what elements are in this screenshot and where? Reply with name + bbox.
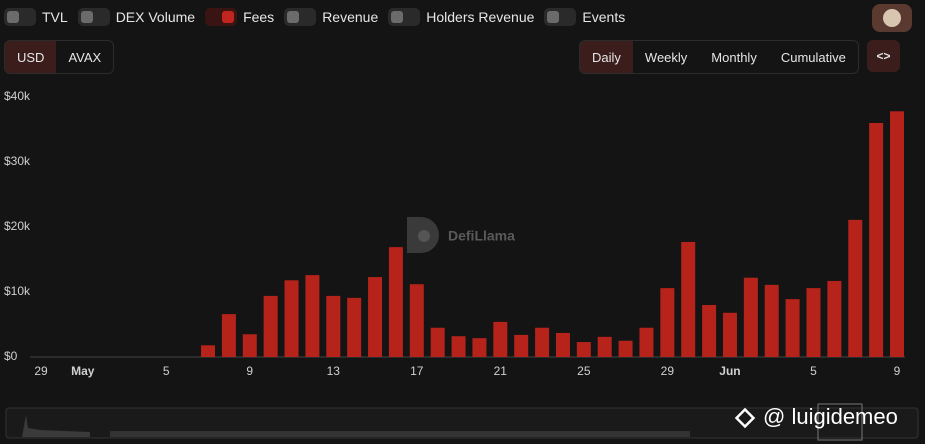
bar bbox=[284, 280, 299, 357]
slider-preview bbox=[8, 415, 90, 437]
y-tick-label: $0 bbox=[4, 349, 18, 363]
y-tick-label: $30k bbox=[4, 154, 31, 168]
bar bbox=[263, 295, 278, 357]
toggle-label: Fees bbox=[243, 9, 275, 25]
toggle-label: Holders Revenue bbox=[426, 9, 535, 25]
toggle-label: DEX Volume bbox=[115, 9, 196, 25]
toggle-bar: TVL DEX Volume Fees Revenue Holders Revenue E… bbox=[4, 8, 625, 26]
bar bbox=[368, 277, 383, 357]
bar bbox=[890, 111, 904, 357]
slider-preview bbox=[110, 431, 690, 437]
period-button[interactable]: Cumulative bbox=[780, 49, 846, 65]
bar bbox=[388, 247, 403, 357]
toggle-switch[interactable] bbox=[4, 8, 36, 26]
slider-handle[interactable] bbox=[817, 403, 863, 441]
bar bbox=[472, 338, 487, 357]
bar bbox=[347, 297, 362, 357]
x-tick-label: 17 bbox=[410, 364, 424, 378]
bar bbox=[639, 327, 654, 357]
x-tick-label: 13 bbox=[327, 364, 341, 378]
period-button[interactable]: Weekly bbox=[644, 49, 688, 65]
bar bbox=[618, 340, 633, 357]
bar bbox=[764, 284, 779, 357]
toggle[interactable]: Revenue bbox=[284, 8, 378, 26]
bar bbox=[535, 327, 550, 357]
bar bbox=[660, 288, 675, 357]
toggle[interactable]: Holders Revenue bbox=[388, 8, 534, 26]
toggle-switch[interactable] bbox=[284, 8, 317, 26]
x-tick-label: 9 bbox=[894, 364, 901, 378]
watermark-logo bbox=[407, 217, 439, 253]
x-tick-label: 29 bbox=[34, 364, 48, 378]
bar bbox=[827, 280, 842, 357]
y-tick-label: $20k bbox=[4, 219, 31, 233]
currency-button[interactable]: AVAX bbox=[68, 49, 102, 65]
bar bbox=[785, 299, 800, 357]
bar bbox=[681, 241, 696, 357]
toggle-switch[interactable] bbox=[205, 8, 238, 26]
embed-button[interactable]: <> bbox=[867, 40, 900, 72]
bar bbox=[555, 332, 570, 357]
toggle-label: Events bbox=[582, 9, 626, 25]
bar bbox=[201, 345, 216, 357]
x-tick-label: 29 bbox=[661, 364, 675, 378]
bar bbox=[451, 336, 466, 357]
toggle-switch[interactable] bbox=[388, 8, 421, 26]
bar bbox=[848, 219, 863, 357]
toggle[interactable]: DEX Volume bbox=[77, 8, 196, 26]
bar bbox=[242, 334, 257, 357]
toggle-label: Revenue bbox=[322, 9, 379, 25]
toggle-switch[interactable] bbox=[544, 8, 577, 26]
bar bbox=[409, 284, 424, 357]
toggle-switch[interactable] bbox=[77, 8, 110, 26]
bar bbox=[493, 321, 508, 357]
avatar bbox=[883, 9, 901, 27]
binance-icon bbox=[734, 407, 756, 429]
bar bbox=[597, 336, 612, 357]
period-button[interactable]: Monthly bbox=[711, 49, 757, 65]
bar bbox=[430, 327, 445, 357]
y-tick-label: $10k bbox=[4, 284, 31, 298]
x-tick-label: 25 bbox=[577, 364, 591, 378]
toggle-label: TVL bbox=[42, 9, 68, 25]
watermark: DefiLlama bbox=[448, 228, 515, 244]
currency-group: USD AVAX bbox=[4, 40, 115, 74]
bar bbox=[743, 277, 758, 357]
toggle[interactable]: Events bbox=[544, 8, 625, 26]
bar bbox=[514, 334, 529, 357]
x-tick-label: Jun bbox=[719, 364, 740, 378]
bar bbox=[576, 342, 591, 357]
toggle[interactable]: Fees bbox=[205, 8, 274, 26]
currency-button[interactable]: USD bbox=[5, 41, 57, 73]
x-tick-label: May bbox=[71, 364, 95, 378]
bar bbox=[869, 123, 884, 357]
bar bbox=[722, 312, 737, 357]
x-tick-label: 21 bbox=[494, 364, 508, 378]
x-tick-label: 9 bbox=[246, 364, 253, 378]
period-group: Daily Weekly Monthly Cumulative bbox=[579, 40, 859, 74]
toggle[interactable]: TVL bbox=[4, 8, 68, 26]
x-tick-label: 5 bbox=[810, 364, 817, 378]
range-slider[interactable] bbox=[5, 407, 919, 439]
x-tick-label: 5 bbox=[163, 364, 170, 378]
bar bbox=[221, 314, 236, 357]
bar bbox=[702, 305, 717, 357]
bar bbox=[806, 288, 821, 357]
y-tick-label: $40k bbox=[4, 89, 31, 103]
handle: @ luigidemeo bbox=[763, 404, 898, 429]
bar bbox=[305, 275, 320, 357]
bar bbox=[326, 295, 341, 357]
period-button[interactable]: Daily bbox=[580, 41, 633, 73]
